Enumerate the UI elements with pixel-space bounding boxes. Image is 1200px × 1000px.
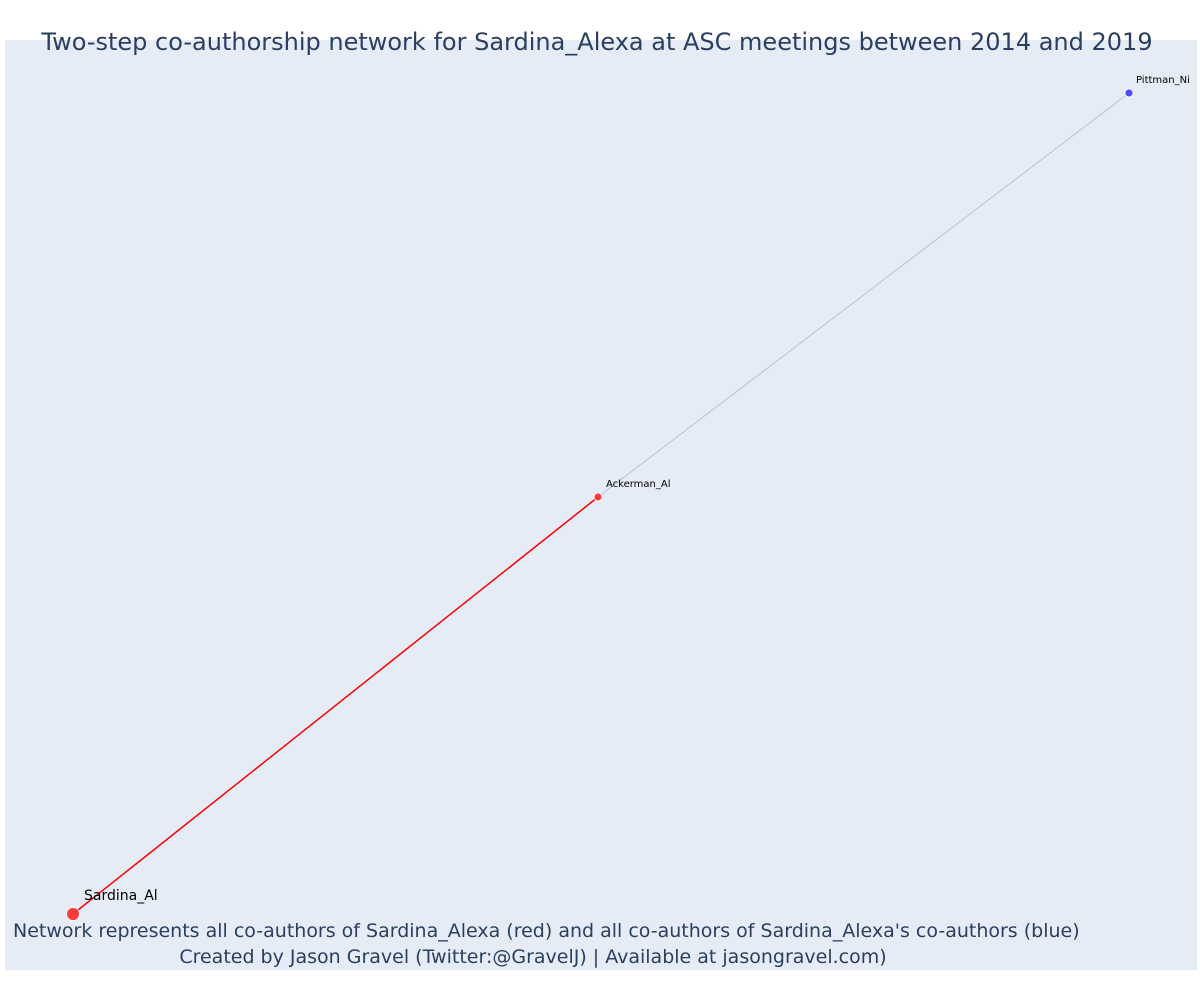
edge-Ackerman_Al-Pittman_Ni <box>597 92 1130 498</box>
chart-caption: Network represents all co-authors of Sar… <box>13 918 1080 970</box>
plot-area <box>5 40 1197 970</box>
caption-line-1: Network represents all co-authors of Sar… <box>13 920 1080 942</box>
node-Ackerman_Al[interactable] <box>593 492 603 502</box>
chart-title: Two-step co-authorship network for Sardi… <box>41 28 1153 56</box>
node-label-Pittman_Ni: Pittman_Ni <box>1136 75 1190 86</box>
node-Sardina_Al[interactable] <box>66 907 80 921</box>
caption-line-2: Created by Jason Gravel (Twitter:@Gravel… <box>179 946 887 968</box>
node-Pittman_Ni[interactable] <box>1124 88 1134 98</box>
edge-Sardina_Al-Ackerman_Al <box>72 496 599 915</box>
node-label-Sardina_Al: Sardina_Al <box>84 888 158 904</box>
node-label-Ackerman_Al: Ackerman_Al <box>606 479 671 490</box>
